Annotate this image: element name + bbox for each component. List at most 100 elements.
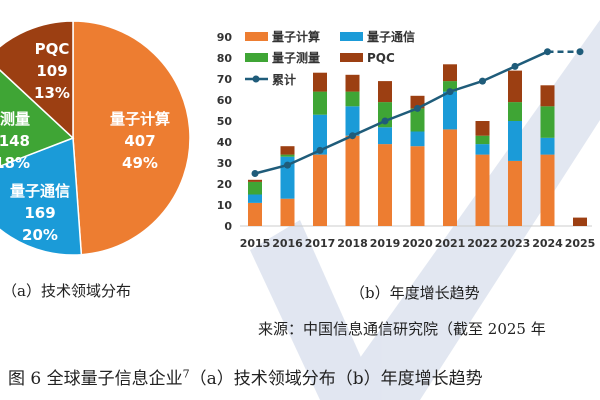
bar-segment <box>540 85 555 107</box>
bar-segment <box>345 135 360 226</box>
caption-a: （a）技术领域分布 <box>2 282 131 300</box>
x-tick-label: 2022 <box>467 237 498 250</box>
pie-label: 量子通信 <box>10 182 70 200</box>
x-tick-label: 2025 <box>565 237 596 250</box>
y-tick-label: 30 <box>217 157 233 170</box>
legend-label: 量子计算 <box>272 29 320 44</box>
bar-segment <box>345 106 360 136</box>
watermark <box>250 20 600 400</box>
bar-segment <box>443 91 457 130</box>
bar-segment <box>280 198 295 226</box>
pie-label: 407 <box>124 132 155 150</box>
bar-segment <box>508 70 522 103</box>
bar-segment <box>508 121 522 161</box>
bar-segment <box>313 72 327 92</box>
bar-segment <box>280 146 295 155</box>
pie-label: 量子计算 <box>110 110 170 128</box>
bar-segment <box>540 137 555 155</box>
x-tick-label: 2021 <box>435 237 466 250</box>
legend-swatch <box>340 32 363 41</box>
figure-title-main: 图 6 全球量子信息企业 <box>8 369 183 389</box>
pie-label: 148 <box>0 132 30 150</box>
y-tick-label: 50 <box>217 115 233 128</box>
cumulative-point <box>544 48 551 56</box>
y-tick-label: 0 <box>224 220 232 233</box>
bar-segment <box>443 129 457 226</box>
bar-segment <box>540 106 555 138</box>
bar-segment <box>313 91 327 115</box>
legend-marker <box>252 75 260 83</box>
y-tick-label: 10 <box>217 199 233 212</box>
x-tick-label: 2017 <box>305 237 336 250</box>
x-tick-label: 2016 <box>272 237 303 250</box>
bar-segment <box>378 144 392 226</box>
pie-slice <box>72 20 191 256</box>
legend-swatch <box>245 32 268 41</box>
bar-segment <box>443 64 457 82</box>
legend-swatch <box>245 53 268 62</box>
legend-label: 量子通信 <box>367 29 415 44</box>
bar-segment <box>378 81 392 103</box>
pie-label: 量子测量 <box>0 110 30 128</box>
pie-chart: 量子计算 407 49% 量子通信 169 20% 量子测量 148 18% PQC 109 13% <box>0 20 191 256</box>
pie-slice <box>0 20 74 140</box>
bar-segment <box>540 154 555 226</box>
pie-label: 109 <box>36 62 67 80</box>
cumulative-point <box>284 161 291 169</box>
bar-segment <box>410 108 425 132</box>
pie-label: 169 <box>24 204 55 222</box>
x-tick-label: 2019 <box>370 237 401 250</box>
bar-segment <box>248 202 262 226</box>
cumulative-point <box>414 104 421 112</box>
cumulative-point <box>381 117 389 125</box>
bar-segment <box>248 179 262 182</box>
cumulative-point <box>251 170 259 177</box>
pie-label: 13% <box>34 84 70 102</box>
pie-slice <box>0 136 83 256</box>
cumulative-line <box>254 50 549 175</box>
figure-title-rest: （a）技术领域分布（b）年度增长趋势 <box>189 369 483 389</box>
legend-label: 量子测量 <box>272 50 320 65</box>
bar-segment <box>248 194 262 203</box>
bar-segment <box>410 131 425 147</box>
bar-segment <box>313 114 327 155</box>
caption-b: （b）年度增长趋势 <box>350 284 480 302</box>
cumulative-point <box>446 88 454 96</box>
bar-segment <box>475 154 490 226</box>
bar-segment <box>475 121 490 136</box>
bar-segment <box>508 160 522 226</box>
bar-segment <box>508 102 522 121</box>
pie-label: 49% <box>122 154 158 172</box>
legend-label: PQC <box>367 51 395 65</box>
cumulative-point <box>576 48 584 56</box>
bar-segment <box>248 181 262 195</box>
bar-segment <box>410 146 425 226</box>
bar-segment <box>378 127 392 145</box>
bar-segment <box>313 154 327 226</box>
y-tick-label: 40 <box>217 136 233 149</box>
bar-segment <box>280 154 295 157</box>
cumulative-point <box>316 146 324 154</box>
x-tick-label: 2024 <box>532 237 563 250</box>
legend-label: 累计 <box>272 72 296 87</box>
cumulative-point <box>511 62 519 70</box>
y-tick-label: 90 <box>217 31 233 44</box>
x-tick-label: 2023 <box>500 237 531 250</box>
y-tick-label: 60 <box>217 94 233 107</box>
bar-segment <box>475 135 490 145</box>
pie-slice <box>0 69 75 167</box>
x-tick-label: 2015 <box>240 237 271 250</box>
y-tick-label: 80 <box>217 52 233 65</box>
y-tick-label: 70 <box>217 73 233 86</box>
x-tick-label: 2018 <box>337 237 368 250</box>
bar-segment <box>573 217 587 226</box>
cumulative-point <box>479 77 486 85</box>
pie-label: 20% <box>22 226 58 244</box>
x-tick-label: 2020 <box>402 237 433 250</box>
bar-segment <box>345 74 360 92</box>
cumulative-point <box>349 132 356 140</box>
source-note: 来源：中国信息通信研究院（截至 2025 年 <box>258 320 546 338</box>
figure-footnote: 7 <box>182 367 190 381</box>
